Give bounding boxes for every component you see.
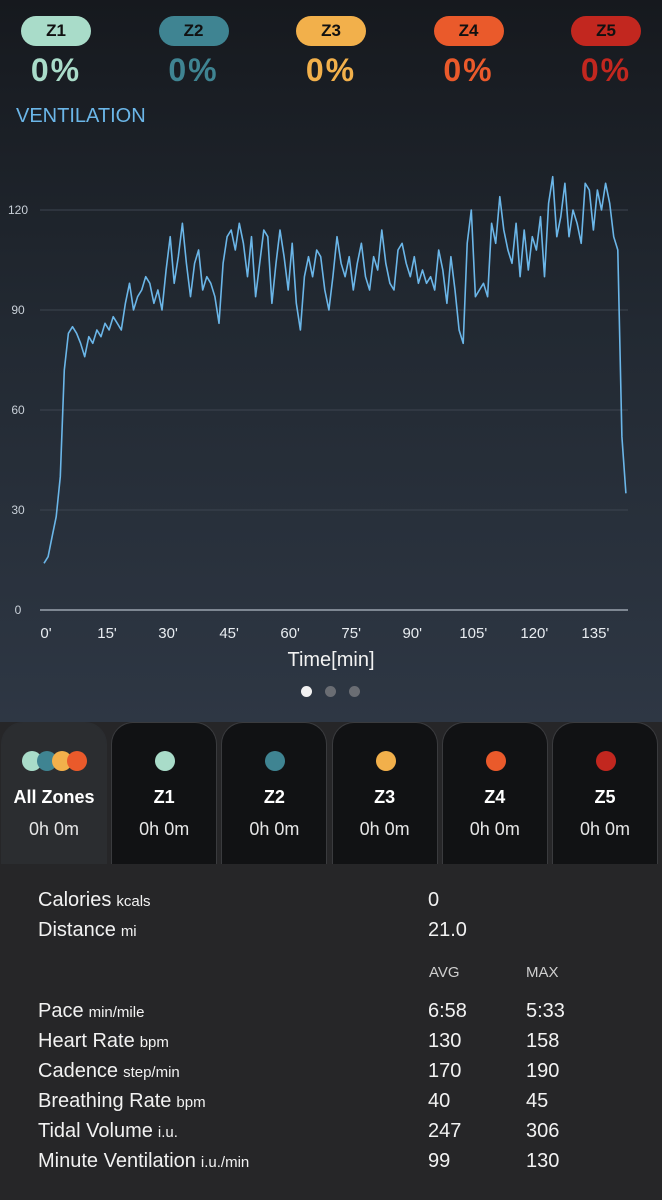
zone-dot — [67, 751, 87, 771]
stat-max: 158 — [526, 1030, 560, 1052]
zone-percent: 0% — [580, 52, 632, 88]
stat-unit: step/min — [123, 1064, 180, 1081]
zone-tab[interactable]: Z4 0h 0m — [441, 722, 548, 864]
zone-dot — [155, 751, 176, 771]
x-tick-label: 90' — [402, 625, 422, 642]
x-tick-label: 120' — [520, 625, 548, 642]
zone-pill[interactable]: Z3 — [296, 16, 366, 46]
stat-label: Breathing Rate bpm — [38, 1090, 206, 1113]
data-line — [43, 175, 627, 564]
stat-unit: bpm — [176, 1094, 206, 1111]
tab-time: 0h 0m — [249, 819, 300, 839]
stat-value: 21.0 — [428, 919, 467, 941]
section-title: VENTILATION — [16, 105, 146, 127]
stat-unit: i.u./min — [200, 1154, 250, 1171]
tab-label: Z4 — [484, 787, 506, 807]
stat-unit: i.u. — [157, 1124, 178, 1141]
column-header: AVG — [429, 964, 460, 981]
x-tick-label: 105' — [459, 625, 487, 642]
zone-tab[interactable]: All Zones 0h 0m — [1, 722, 107, 864]
header-area: VENTILATION 0 30 60 90 120 0' 15' 30' 45' 60' 75' 9… — [0, 0, 662, 722]
zone-dot — [375, 751, 396, 771]
stat-avg: 99 — [428, 1150, 451, 1172]
zone-pill[interactable]: Z5 — [571, 16, 641, 46]
y-tick-label: 0 — [15, 603, 22, 617]
tab-label: Z3 — [374, 787, 396, 807]
zone-dot — [596, 751, 616, 771]
tab-time: 0h 0m — [139, 819, 190, 839]
stat-name: Cadence — [38, 1060, 119, 1082]
stat-name: Heart Rate — [38, 1030, 135, 1052]
tab-time: 0h 0m — [579, 819, 631, 839]
zone-tab[interactable]: Z5 0h 0m — [552, 722, 658, 864]
zone-percent: 0% — [30, 52, 82, 88]
x-tick-label: 135' — [581, 625, 609, 642]
stat-avg: 170 — [428, 1060, 462, 1082]
y-tick-label: 90 — [11, 303, 25, 317]
zone-percent: 0% — [305, 52, 357, 88]
stat-name: Minute Ventilation — [38, 1150, 196, 1172]
page-dot[interactable] — [349, 686, 360, 697]
stat-name: Tidal Volume — [38, 1120, 153, 1142]
x-axis-title: Time[min] — [287, 649, 374, 671]
tab-label: Z2 — [263, 787, 285, 807]
stat-label: Distance mi — [38, 919, 137, 942]
stat-avg: 6:58 — [428, 1000, 467, 1022]
chart: 0 30 60 90 120 0' 15' 30' 45' 60' 75' 90' 105' 120' 13… — [8, 175, 628, 671]
stat-label: Pace min/mile — [38, 1000, 144, 1023]
zone-dot — [485, 751, 506, 771]
stat-avg: 40 — [428, 1090, 451, 1112]
stat-max: 5:33 — [526, 1000, 565, 1022]
zone-dot — [265, 751, 286, 771]
stat-label: Tidal Volume i.u. — [38, 1120, 178, 1143]
stats-panel — [0, 862, 662, 1200]
stat-unit: min/mile — [88, 1004, 145, 1021]
stat-label: Minute Ventilation i.u./min — [38, 1150, 249, 1173]
stat-unit: mi — [120, 923, 137, 940]
x-tick-label: 60' — [280, 625, 300, 642]
column-header: MAX — [526, 964, 559, 981]
stat-name: Distance — [38, 919, 116, 941]
stat-name: Calories — [38, 889, 112, 911]
stat-max: 45 — [526, 1090, 549, 1112]
x-tick-label: 0' — [40, 625, 51, 642]
zone-tab[interactable]: Z2 0h 0m — [221, 722, 328, 864]
stat-name: Pace — [38, 1000, 84, 1022]
y-tick-label: 30 — [11, 503, 25, 517]
x-tick-label: 75' — [341, 625, 361, 642]
stat-value: 0 — [428, 889, 440, 911]
tab-label: Z5 — [594, 787, 616, 807]
stat-name: Breathing Rate — [38, 1090, 172, 1112]
x-tick-label: 45' — [219, 625, 239, 642]
x-tick-label: 30' — [158, 625, 178, 642]
zone-pill[interactable]: Z2 — [158, 16, 229, 46]
tab-label: Z1 — [153, 787, 175, 807]
stat-avg: 247 — [428, 1120, 462, 1142]
page-dot[interactable] — [301, 686, 312, 697]
stat-max: 130 — [526, 1150, 560, 1172]
tab-time: 0h 0m — [359, 819, 410, 839]
zone-tab[interactable]: Z1 0h 0m — [111, 722, 218, 864]
tab-time: 0h 0m — [469, 819, 520, 839]
tab-time: 0h 0m — [28, 819, 80, 839]
zone-percent: 0% — [443, 52, 494, 88]
zone-pill[interactable]: Z1 — [21, 16, 91, 46]
tab-label: All Zones — [13, 787, 95, 807]
page-dot[interactable] — [325, 686, 336, 697]
stat-label: Calories kcals — [38, 889, 151, 912]
y-tick-label: 120 — [8, 203, 28, 217]
stat-max: 306 — [526, 1120, 560, 1142]
zone-pill[interactable]: Z4 — [433, 16, 504, 46]
zone-tab[interactable]: Z3 0h 0m — [331, 722, 438, 864]
stat-label: Cadence step/min — [38, 1060, 180, 1083]
stat-max: 190 — [526, 1060, 560, 1082]
stat-unit: kcals — [116, 893, 151, 910]
x-tick-label: 15' — [97, 625, 117, 642]
stat-unit: bpm — [139, 1034, 169, 1051]
stat-avg: 130 — [428, 1030, 462, 1052]
y-tick-label: 60 — [11, 403, 25, 417]
zone-percent: 0% — [168, 52, 219, 88]
stat-label: Heart Rate bpm — [38, 1030, 169, 1053]
